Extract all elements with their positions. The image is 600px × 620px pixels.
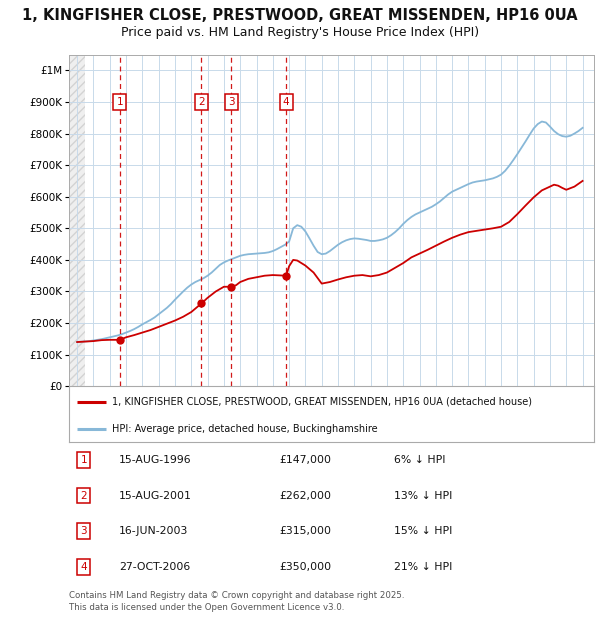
Text: £262,000: £262,000 — [279, 490, 331, 500]
Text: 15% ↓ HPI: 15% ↓ HPI — [395, 526, 453, 536]
Text: 3: 3 — [80, 526, 87, 536]
Text: Price paid vs. HM Land Registry's House Price Index (HPI): Price paid vs. HM Land Registry's House … — [121, 26, 479, 38]
Text: 4: 4 — [80, 562, 87, 572]
Text: 1, KINGFISHER CLOSE, PRESTWOOD, GREAT MISSENDEN, HP16 0UA (detached house): 1, KINGFISHER CLOSE, PRESTWOOD, GREAT MI… — [112, 397, 532, 407]
Text: HPI: Average price, detached house, Buckinghamshire: HPI: Average price, detached house, Buck… — [112, 423, 377, 433]
Text: 21% ↓ HPI: 21% ↓ HPI — [395, 562, 453, 572]
Text: 1, KINGFISHER CLOSE, PRESTWOOD, GREAT MISSENDEN, HP16 0UA: 1, KINGFISHER CLOSE, PRESTWOOD, GREAT MI… — [22, 8, 578, 23]
Text: £315,000: £315,000 — [279, 526, 331, 536]
Text: 27-OCT-2006: 27-OCT-2006 — [119, 562, 190, 572]
Text: 3: 3 — [228, 97, 235, 107]
Text: 4: 4 — [283, 97, 289, 107]
Text: 15-AUG-2001: 15-AUG-2001 — [119, 490, 192, 500]
Text: 1: 1 — [80, 455, 87, 465]
Text: 13% ↓ HPI: 13% ↓ HPI — [395, 490, 453, 500]
Text: 1: 1 — [116, 97, 123, 107]
Text: Contains HM Land Registry data © Crown copyright and database right 2025.
This d: Contains HM Land Registry data © Crown c… — [69, 591, 404, 613]
Text: £350,000: £350,000 — [279, 562, 331, 572]
Text: 2: 2 — [198, 97, 205, 107]
Bar — [69, 55, 85, 386]
Text: £147,000: £147,000 — [279, 455, 331, 465]
Text: 2: 2 — [80, 490, 87, 500]
Text: 15-AUG-1996: 15-AUG-1996 — [119, 455, 191, 465]
Text: 16-JUN-2003: 16-JUN-2003 — [119, 526, 188, 536]
Text: 6% ↓ HPI: 6% ↓ HPI — [395, 455, 446, 465]
